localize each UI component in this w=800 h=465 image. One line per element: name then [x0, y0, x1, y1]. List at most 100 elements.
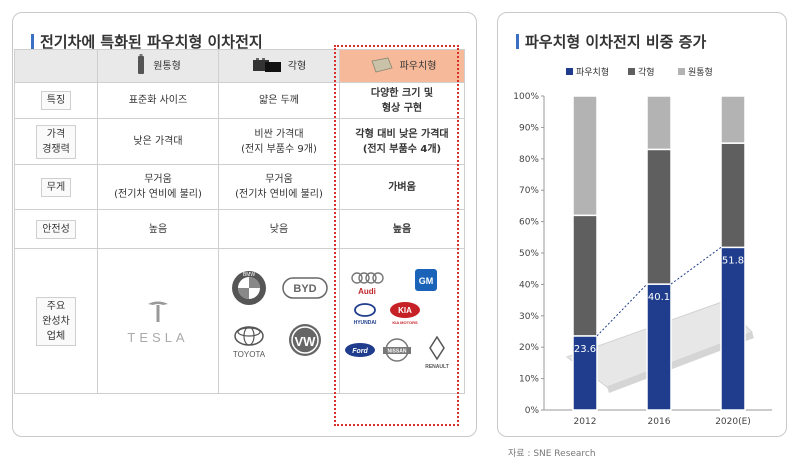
kia-logo-text: KIA: [398, 306, 412, 315]
table-cell: 낮음: [218, 209, 340, 249]
renault-logo: RENAULT: [425, 335, 449, 370]
col-header-pouch: 파우치형: [339, 49, 465, 83]
cell-text: 가벼움: [388, 181, 416, 193]
trend-line: [596, 283, 648, 337]
title-accent-bar: [516, 34, 519, 49]
table-corner: [14, 49, 98, 83]
tesla-logo: TESLA: [127, 301, 188, 345]
pouch-battery-icon: [371, 57, 393, 72]
cell-text: 무거움 (전기차 연비에 불리): [235, 174, 323, 200]
comparison-title-text: 전기차에 특화된 파우치형 이차전지: [40, 33, 263, 51]
data-label: 51.8: [722, 255, 744, 266]
bar-segment: [646, 283, 672, 411]
renault-logo-text: RENAULT: [425, 364, 449, 370]
table-header-row: 원통형 각형 파우치형: [14, 49, 465, 83]
bar-segment: [720, 246, 746, 411]
col-header-prismatic: 각형: [218, 49, 340, 83]
table-cell: 높음: [97, 209, 219, 249]
cell-text: 표준화 사이즈: [128, 95, 188, 106]
table-row: 가격 경쟁력 낮은 가격대 비싼 가격대 (전지 부품수 9개) 각형 대비 낮…: [14, 118, 465, 165]
cell-text: 다양한 크기 및 형상 구현: [370, 87, 434, 114]
comparison-title: 전기차에 특화된 파우치형 이차전지: [31, 31, 263, 52]
byd-logo: BYD: [282, 276, 328, 299]
row-label: 안전성: [36, 219, 76, 239]
bar-segment: [572, 335, 598, 411]
table-cell: 각형 대비 낮은 가격대 (전지 부품수 4개): [339, 118, 465, 165]
kia-logo: KIA KIA MOTORS: [390, 301, 420, 325]
title-accent-bar: [31, 34, 34, 49]
vw-logo: VW: [289, 323, 321, 356]
audi-logo-text: Audi: [358, 287, 376, 296]
y-tick-label: 50%: [519, 249, 539, 259]
ford-logo-text: Ford: [352, 348, 368, 355]
row-label: 특징: [40, 91, 72, 110]
col-label-cylindrical: 원통형: [153, 61, 181, 72]
hyundai-logo: HYUNDAI: [354, 302, 377, 326]
table-cell: 표준화 사이즈: [97, 82, 219, 119]
gm-logo: GM: [415, 268, 437, 291]
cell-text: 각형 대비 낮은 가격대 (전지 부품수 4개): [355, 128, 449, 155]
y-tick-label: 90%: [519, 123, 539, 133]
bmw-logo: BMW: [232, 270, 266, 305]
col-header-cylindrical: 원통형: [97, 49, 219, 83]
cell-text: 높음: [392, 223, 412, 235]
prismatic-battery-icon: [252, 57, 281, 72]
cell-text: 낮음: [269, 223, 289, 235]
audi-logo: Audi: [351, 271, 384, 296]
y-tick-label: 40%: [519, 280, 539, 290]
chart-title-text: 파우치형 이차전지 비중 증가: [525, 33, 707, 51]
cell-text: 낮은 가격대: [133, 136, 183, 147]
data-label: 23.6: [574, 344, 596, 355]
legend-label: 각형: [638, 66, 655, 78]
bar-segment: [646, 95, 672, 151]
chart-title: 파우치형 이차전지 비중 증가: [516, 31, 706, 52]
col-label-pouch: 파우치형: [399, 61, 437, 72]
y-tick-label: 80%: [519, 155, 539, 165]
vw-logo-text: VW: [295, 334, 317, 349]
ford-logo: Ford: [345, 342, 375, 357]
cylindrical-logos-cell: TESLA: [97, 248, 219, 394]
legend-swatch: [678, 68, 685, 75]
table-row: 무게 무거움 (전기차 연비에 불리) 무거움 (전기차 연비에 불리) 가벼움: [14, 164, 465, 210]
bmw-logo-text: BMW: [243, 272, 256, 278]
x-tick-label: 2016: [648, 417, 671, 427]
nissan-logo: NISSAN: [383, 337, 411, 362]
table-row: 특징 표준화 사이즈 얇은 두께 다양한 크기 및 형상 구현: [14, 82, 465, 119]
table-cell: 낮은 가격대: [97, 118, 219, 165]
toyota-logo: TOYOTA: [233, 325, 266, 359]
table-row: 주요 완성차 업체 TESLA BMW BYD: [14, 248, 465, 394]
table-row: 안전성 높음 낮음 높음: [14, 209, 465, 249]
y-tick-label: 10%: [519, 375, 539, 385]
row-header-makers: 주요 완성차 업체: [14, 248, 98, 394]
legend-swatch: [628, 68, 635, 75]
pouch-logo-group: Audi GM HYUNDAI KIA KIA MOTORS For: [345, 268, 449, 370]
y-axis: 0% 10% 20% 30% 40% 50% 60% 70% 80% 90% 100% 2012 201…: [513, 92, 772, 427]
y-tick-label: 60%: [519, 218, 539, 228]
x-tick-label: 2012: [574, 417, 597, 427]
y-tick-label: 70%: [519, 186, 539, 196]
tesla-logo-text: TESLA: [127, 330, 188, 345]
legend-label: 파우치형: [576, 66, 609, 78]
table-cell: 무거움 (전기차 연비에 불리): [218, 164, 340, 210]
table-cell: 높음: [339, 209, 465, 249]
row-header-feature: 특징: [14, 82, 98, 119]
toyota-logo-text: TOYOTA: [233, 350, 266, 359]
legend-label: 원통형: [688, 67, 713, 78]
y-tick-label: 100%: [513, 92, 539, 102]
col-label-prismatic: 각형: [287, 61, 307, 72]
row-label: 무게: [40, 177, 72, 197]
y-tick-label: 30%: [519, 312, 539, 322]
source-note: 자료 : SNE Research: [508, 449, 596, 459]
hyundai-logo-text: HYUNDAI: [354, 320, 377, 326]
bar-segment: [646, 148, 672, 285]
table-cell: 무거움 (전기차 연비에 불리): [97, 164, 219, 210]
prismatic-logo-group: BMW BYD TOYOTA VW: [232, 270, 328, 359]
row-header-price: 가격 경쟁력: [14, 118, 98, 165]
row-label: 가격 경쟁력: [36, 124, 76, 159]
y-tick-label: 20%: [519, 343, 539, 353]
stacked-bar-chart: 파우치형 각형 원통형 0% 10% 20% 30% 40% 50% 60% 70% 80% 90% 1…: [513, 66, 772, 427]
bar-segment: [572, 214, 598, 337]
prismatic-logos-cell: BMW BYD TOYOTA VW: [218, 248, 340, 394]
bar-segment: [720, 142, 746, 249]
bar-segment: [720, 95, 746, 144]
